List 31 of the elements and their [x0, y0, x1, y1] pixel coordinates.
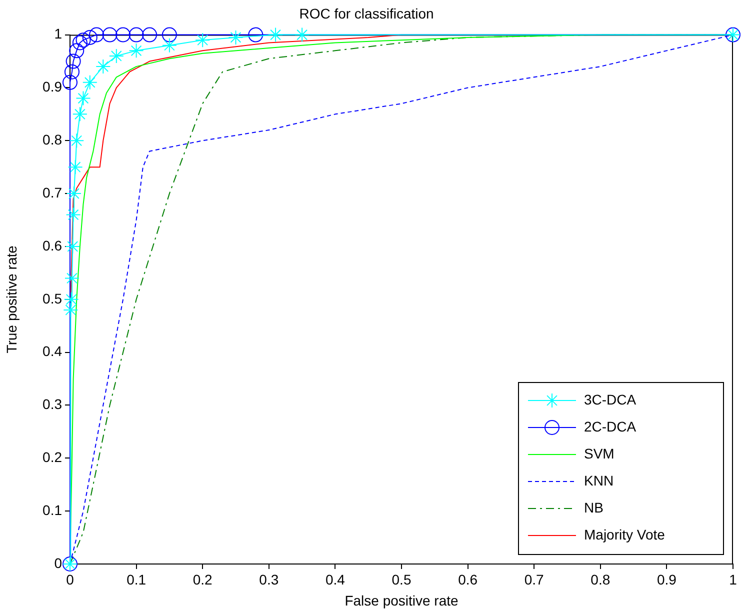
legend-label: 2C-DCA — [584, 418, 637, 434]
x-tick-label: 0.7 — [524, 571, 544, 588]
x-tick-label: 1 — [729, 571, 738, 588]
y-axis-title: True positive rate — [3, 245, 20, 354]
y-tick-label: 0.8 — [42, 132, 62, 148]
y-tick-label: 0.2 — [42, 449, 62, 466]
chart-title: ROC for classification — [299, 5, 434, 22]
x-tick-label: 0.5 — [392, 571, 412, 588]
legend-label: SVM — [584, 445, 614, 462]
y-tick-label: 0 — [54, 554, 62, 571]
x-tick-label: 0 — [66, 571, 74, 588]
legend-label: Majority Vote — [584, 526, 666, 542]
y-tick-label: 0.6 — [42, 237, 62, 254]
x-tick-label: 0.1 — [126, 571, 146, 588]
y-tick-label: 1 — [54, 26, 62, 42]
legend-label: 3C-DCA — [584, 391, 637, 408]
y-tick-label: 0.9 — [42, 78, 62, 95]
y-tick-label: 0.1 — [42, 502, 62, 518]
x-tick-label: 0.8 — [590, 571, 610, 588]
y-tick-label: 0.7 — [42, 184, 62, 200]
x-tick-label: 0.6 — [458, 571, 478, 588]
y-tick-label: 0.3 — [42, 396, 62, 412]
x-tick-label: 0.4 — [325, 571, 346, 588]
legend-label: KNN — [584, 472, 614, 488]
legend-label: NB — [584, 499, 604, 516]
x-tick-label: 0.9 — [656, 571, 677, 588]
x-tick-label: 0.2 — [192, 571, 213, 588]
x-axis-title: False positive rate — [344, 592, 459, 608]
x-tick-label: 0.3 — [259, 571, 279, 588]
y-tick-label: 0.4 — [42, 343, 62, 360]
y-tick-label: 0.5 — [42, 290, 62, 306]
